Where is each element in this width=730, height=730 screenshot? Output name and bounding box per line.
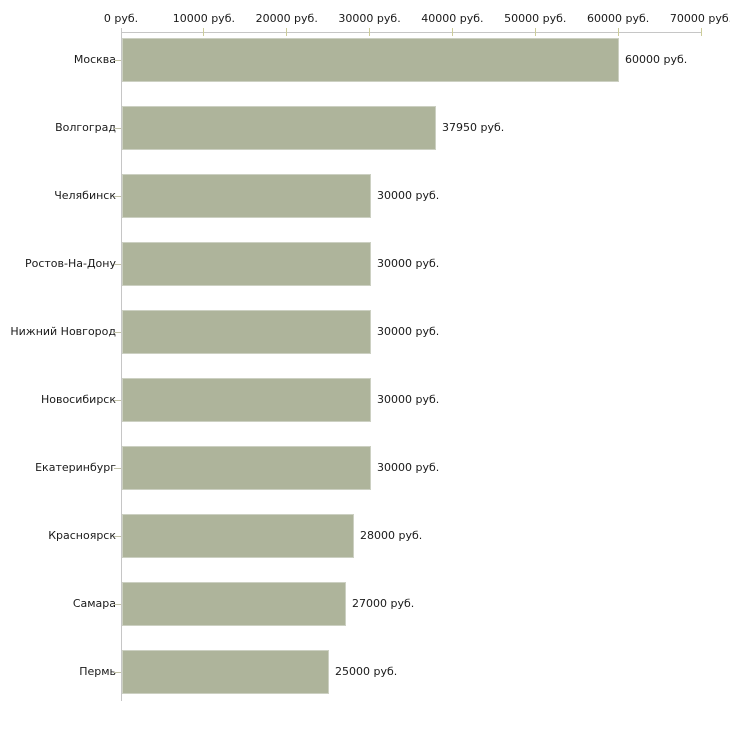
x-tick-label: 0 руб. xyxy=(103,12,139,25)
bar-value-label: 30000 руб. xyxy=(377,189,440,202)
x-tick-mark xyxy=(286,28,288,36)
category-label: Пермь xyxy=(79,665,116,678)
bar xyxy=(122,310,371,354)
bar-value-label: 27000 руб. xyxy=(352,597,415,610)
category-label: Красноярск xyxy=(48,529,116,542)
bar xyxy=(122,514,354,558)
x-tick-label: 50000 руб. xyxy=(504,12,567,25)
bar-value-label: 28000 руб. xyxy=(360,529,423,542)
bar xyxy=(122,38,619,82)
x-tick-mark xyxy=(451,28,453,36)
category-label: Екатеринбург xyxy=(35,461,116,474)
category-label: Новосибирск xyxy=(40,393,116,406)
x-tick-label: 10000 руб. xyxy=(172,12,235,25)
x-tick-label: 60000 руб. xyxy=(587,12,650,25)
category-label: Волгоград xyxy=(55,121,116,134)
x-tick-label: 40000 руб. xyxy=(421,12,484,25)
category-tick-mark xyxy=(114,604,121,605)
category-label: Ростов-На-Дону xyxy=(24,257,116,270)
bar xyxy=(122,378,371,422)
x-tick-mark xyxy=(369,28,371,36)
x-tick-label: 20000 руб. xyxy=(255,12,318,25)
bar-value-label: 60000 руб. xyxy=(625,53,688,66)
bar xyxy=(122,582,346,626)
bar-value-label: 30000 руб. xyxy=(377,393,440,406)
category-label: Челябинск xyxy=(54,189,116,202)
x-tick-mark xyxy=(534,28,536,36)
x-tick-mark xyxy=(700,28,702,36)
category-tick-mark xyxy=(114,536,121,537)
bar-value-label: 25000 руб. xyxy=(335,665,398,678)
bar xyxy=(122,242,371,286)
y-axis-line xyxy=(121,28,122,701)
category-tick-mark xyxy=(114,672,121,673)
bar xyxy=(122,650,329,694)
category-tick-mark xyxy=(114,264,121,265)
x-tick-label: 30000 руб. xyxy=(338,12,401,25)
category-tick-mark xyxy=(114,196,121,197)
bar xyxy=(122,174,371,218)
category-tick-mark xyxy=(114,332,121,333)
bar-value-label: 30000 руб. xyxy=(377,325,440,338)
bar xyxy=(122,106,436,150)
x-tick-label: 70000 руб. xyxy=(669,12,730,25)
x-axis-line xyxy=(121,32,702,33)
bar-value-label: 30000 руб. xyxy=(377,461,440,474)
category-label: Самара xyxy=(72,597,116,610)
x-tick-mark xyxy=(203,28,205,36)
bar-value-label: 30000 руб. xyxy=(377,257,440,270)
bar xyxy=(122,446,371,490)
category-tick-mark xyxy=(114,60,121,61)
category-tick-mark xyxy=(114,400,121,401)
category-tick-mark xyxy=(114,468,121,469)
category-tick-mark xyxy=(114,128,121,129)
category-label: Нижний Новгород xyxy=(10,325,116,338)
bar-value-label: 37950 руб. xyxy=(442,121,505,134)
category-label: Москва xyxy=(73,53,116,66)
x-tick-mark xyxy=(617,28,619,36)
